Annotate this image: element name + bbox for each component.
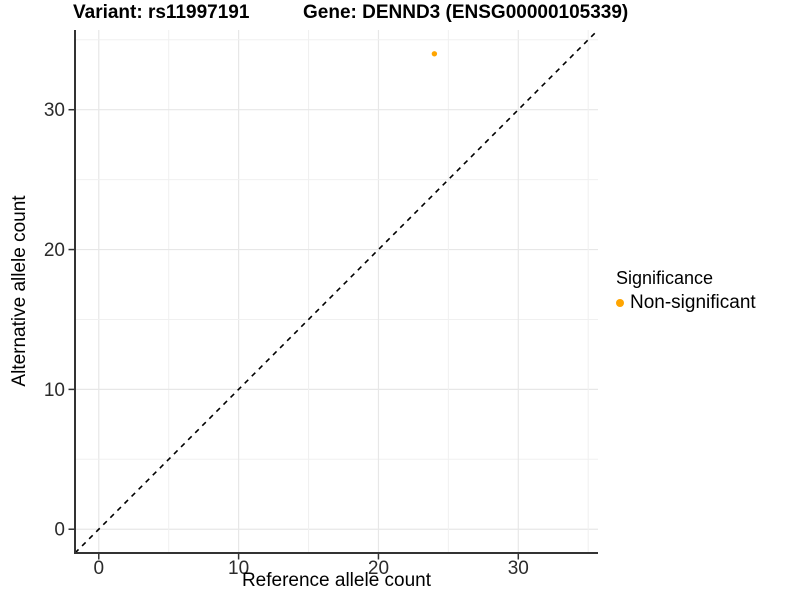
y-axis-title: Alternative allele count [9,195,30,387]
plot-title-gene: Gene: DENND3 (ENSG00000105339) [303,2,629,23]
x-tick-label: 0 [93,558,104,579]
plot-title-variant: Variant: rs11997191 [73,2,250,23]
identity-line [74,29,599,554]
legend-item-label: Non-significant [630,292,756,313]
legend-point-icon [616,299,624,307]
x-tick-label: 30 [508,558,529,579]
x-axis-title: Reference allele count [241,570,432,591]
y-tick-label: 30 [44,100,65,121]
x-tick-label: 20 [368,558,389,579]
y-tick-label: 0 [54,520,65,541]
data-point [431,51,438,57]
y-tick-label: 20 [44,240,65,261]
legend-title: Significance [616,268,714,288]
x-tick-label: 10 [228,558,249,579]
legend: Significance Non-significant [616,268,756,314]
legend-item: Non-significant [616,292,756,314]
y-tick-label: 10 [44,380,65,401]
